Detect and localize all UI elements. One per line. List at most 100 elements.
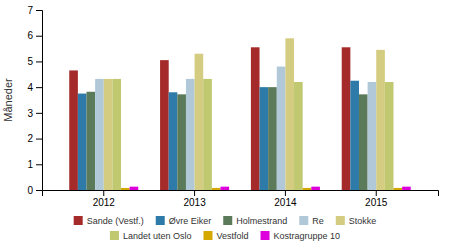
bar bbox=[368, 82, 377, 190]
legend-item: Kostragruppe 10 bbox=[261, 231, 341, 241]
y-tick-mark bbox=[36, 139, 42, 140]
legend-swatch bbox=[203, 231, 212, 240]
y-tick-label: 0 bbox=[27, 185, 33, 196]
bar bbox=[359, 94, 368, 190]
bar bbox=[385, 82, 394, 190]
bar-series bbox=[95, 67, 376, 190]
bar bbox=[251, 47, 260, 190]
y-tick: 2 bbox=[27, 133, 42, 144]
bar bbox=[169, 92, 178, 190]
bar bbox=[195, 54, 204, 190]
legend: Sande (Vestf.) Øvre Eiker Holmestrand Re Sto… bbox=[74, 216, 377, 241]
bar bbox=[130, 187, 139, 190]
bar bbox=[87, 92, 96, 190]
y-tick-label: 7 bbox=[27, 5, 33, 16]
legend-swatch bbox=[299, 216, 308, 225]
x-tick-mark bbox=[194, 190, 195, 196]
y-tick-mark bbox=[36, 36, 42, 37]
bar bbox=[277, 67, 286, 190]
bar bbox=[186, 79, 195, 190]
x-tick: 2013 bbox=[183, 190, 206, 208]
legend-swatch bbox=[261, 231, 270, 240]
legend-label: Øvre Eiker bbox=[169, 216, 212, 226]
bar bbox=[268, 87, 277, 190]
bar bbox=[69, 70, 78, 190]
y-tick-label: 6 bbox=[27, 30, 33, 41]
legend-label: Sande (Vestf.) bbox=[87, 216, 144, 226]
x-tick-mark bbox=[103, 190, 104, 196]
bar bbox=[160, 60, 169, 190]
bar bbox=[350, 81, 359, 190]
x-tick-label: 2012 bbox=[93, 197, 116, 208]
bar bbox=[303, 188, 312, 190]
y-tick-mark bbox=[36, 61, 42, 62]
y-axis-title: Måneder bbox=[2, 78, 14, 122]
y-tick: 0 bbox=[27, 185, 42, 196]
y-tick: 5 bbox=[27, 56, 42, 67]
legend-item: Landet uten Oslo bbox=[110, 231, 192, 241]
plot: 201220132014201501234567Måneder bbox=[2, 5, 439, 208]
bar bbox=[311, 187, 320, 190]
legend-label: Vestfold bbox=[216, 231, 248, 241]
y-tick: 7 bbox=[27, 5, 42, 16]
y-tick: 6 bbox=[27, 30, 42, 41]
bar-series bbox=[112, 79, 393, 190]
bar bbox=[342, 47, 351, 190]
bar bbox=[402, 187, 411, 190]
y-tick-label: 3 bbox=[27, 108, 33, 119]
y-tick-label: 4 bbox=[27, 82, 33, 93]
legend-swatch bbox=[110, 231, 119, 240]
y-axis: 01234567 bbox=[27, 5, 42, 196]
x-tick-mark bbox=[285, 190, 286, 196]
bar bbox=[177, 94, 186, 190]
y-tick: 3 bbox=[27, 108, 42, 119]
x-axis: 2012201320142015 bbox=[43, 190, 439, 208]
legend-label: Landet uten Oslo bbox=[123, 231, 192, 241]
chart-container: 201220132014201501234567MånederSande (Ve… bbox=[0, 0, 450, 252]
y-tick-mark bbox=[36, 113, 42, 114]
legend-item: Holmestrand bbox=[223, 216, 287, 226]
x-tick-label: 2015 bbox=[365, 197, 388, 208]
legend-label: Re bbox=[312, 216, 324, 226]
bar bbox=[104, 79, 113, 190]
x-tick: 2012 bbox=[93, 190, 116, 208]
bar bbox=[220, 187, 229, 190]
bar-series bbox=[87, 87, 368, 190]
x-axis-line bbox=[43, 191, 439, 197]
bar bbox=[212, 188, 221, 190]
legend-swatch bbox=[223, 216, 232, 225]
bar bbox=[285, 38, 294, 190]
legend-label: Holmestrand bbox=[236, 216, 287, 226]
y-tick-mark bbox=[36, 87, 42, 88]
y-tick-label: 5 bbox=[27, 56, 33, 67]
y-axis-line bbox=[36, 11, 43, 191]
bar-series bbox=[130, 187, 411, 190]
x-tick-mark bbox=[376, 190, 377, 196]
bar-series bbox=[104, 38, 385, 190]
legend-label: Kostragruppe 10 bbox=[274, 231, 341, 241]
x-tick-label: 2013 bbox=[183, 197, 206, 208]
legend-item: Sande (Vestf.) bbox=[74, 216, 144, 226]
legend-item: Stokke bbox=[336, 216, 377, 226]
y-tick: 4 bbox=[27, 82, 42, 93]
legend-swatch bbox=[74, 216, 83, 225]
legend-item: Vestfold bbox=[203, 231, 248, 241]
y-tick-mark bbox=[36, 164, 42, 165]
bar bbox=[203, 79, 212, 190]
legend-item: Øvre Eiker bbox=[156, 216, 212, 226]
chart: 201220132014201501234567MånederSande (Ve… bbox=[0, 0, 450, 252]
x-tick: 2015 bbox=[365, 190, 388, 208]
bar-series bbox=[121, 188, 402, 190]
legend-label: Stokke bbox=[349, 216, 377, 226]
y-tick-label: 2 bbox=[27, 133, 33, 144]
bar bbox=[112, 79, 121, 190]
bars bbox=[69, 38, 411, 190]
bar bbox=[78, 94, 87, 190]
legend-swatch bbox=[156, 216, 165, 225]
bar bbox=[393, 188, 402, 190]
bar bbox=[294, 82, 303, 190]
bar bbox=[376, 50, 385, 190]
legend-item: Re bbox=[299, 216, 324, 226]
bar-series bbox=[69, 47, 350, 190]
y-tick-mark bbox=[36, 190, 42, 191]
